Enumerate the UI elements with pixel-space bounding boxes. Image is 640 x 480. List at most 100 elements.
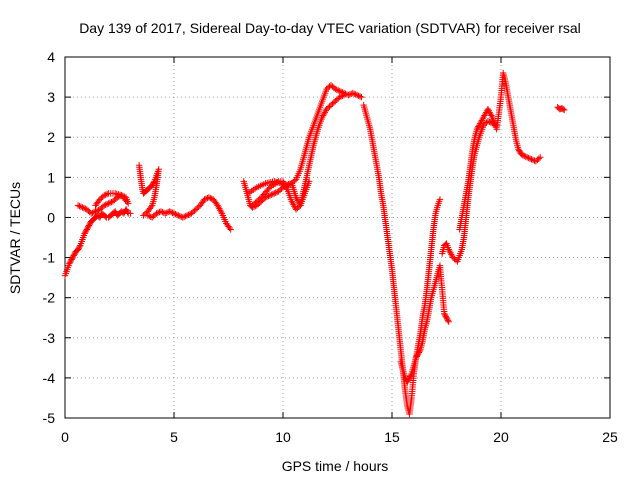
data-point: [252, 199, 259, 206]
data-point: [559, 105, 567, 113]
y-tick-label: -5: [43, 410, 56, 426]
chart-title: Day 139 of 2017, Sidereal Day-to-day VTE…: [79, 20, 581, 36]
data-point: [217, 208, 225, 216]
data-point: [288, 198, 295, 205]
data-point: [436, 196, 444, 203]
data-point: [105, 200, 112, 207]
data-point: [356, 93, 364, 100]
data-point: [327, 81, 335, 89]
data-point: [86, 220, 93, 228]
data-point: [449, 254, 457, 261]
data-point: [537, 154, 544, 161]
y-tick-label: 0: [47, 209, 55, 225]
data-point: [205, 194, 213, 201]
data-point: [263, 193, 271, 200]
data-point: [319, 113, 326, 121]
data-point: [445, 318, 452, 325]
data-point: [255, 196, 262, 204]
data-point: [340, 91, 348, 99]
axis-ticks: 0 5 10 15 20 25 -5 -4 -3 -2 -1 0 1 2 3 4: [43, 49, 618, 445]
data-point: [103, 190, 111, 198]
data-point: [162, 210, 169, 217]
data-point: [349, 89, 356, 97]
y-tick-label: 2: [47, 129, 55, 145]
y-axis-label: SDTVAR / TECUs: [7, 182, 23, 294]
data-point: [333, 96, 340, 103]
data-point: [125, 200, 132, 207]
data-point: [192, 206, 199, 213]
data-point: [68, 256, 75, 263]
data-point: [250, 200, 258, 208]
data-point: [521, 152, 528, 160]
data-point: [561, 106, 568, 114]
data-point: [487, 110, 494, 118]
data-point: [149, 214, 156, 221]
data-point: [292, 206, 300, 213]
data-point: [276, 186, 284, 194]
data-point: [404, 377, 412, 384]
data-point: [180, 213, 188, 220]
data-point: [85, 223, 92, 231]
data-point: [103, 200, 111, 208]
data-point: [355, 92, 362, 99]
data-point: [442, 313, 449, 320]
data-point: [327, 101, 335, 109]
data-point: [214, 202, 221, 209]
data-point: [121, 195, 128, 202]
data-point: [87, 210, 95, 217]
data-point: [535, 155, 542, 162]
data-point: [323, 85, 330, 93]
data-point: [473, 126, 481, 133]
data-point: [189, 208, 197, 216]
y-tick-label: 1: [47, 169, 55, 185]
data-point: [157, 208, 165, 215]
data-point: [486, 109, 493, 116]
data-point: [67, 257, 75, 265]
data-point: [332, 85, 339, 93]
data-point: [76, 202, 83, 210]
data-point: [266, 192, 274, 199]
data-point: [93, 207, 101, 214]
data-point: [323, 105, 330, 113]
data-point: [80, 204, 88, 212]
data-point: [170, 210, 178, 217]
data-point: [475, 123, 482, 130]
data-point: [74, 246, 82, 253]
data-point: [444, 317, 452, 324]
data-point: [98, 204, 105, 212]
grid: [65, 57, 610, 418]
data-point: [256, 195, 263, 202]
data-point: [484, 105, 492, 113]
x-tick-label: 15: [384, 429, 400, 445]
data-point: [169, 209, 176, 216]
data-point: [182, 212, 189, 220]
data-point: [83, 206, 90, 213]
data-point: [446, 247, 453, 255]
data-point: [188, 210, 195, 217]
data-point: [216, 205, 223, 212]
data-point: [335, 87, 342, 94]
data-point: [269, 190, 277, 198]
data-point: [66, 260, 73, 267]
data-point: [96, 206, 104, 213]
data-point: [519, 152, 526, 159]
data-point: [406, 374, 413, 382]
data-point: [488, 112, 495, 119]
data-point: [478, 117, 486, 124]
x-tick-label: 20: [493, 429, 509, 445]
data-point: [191, 207, 198, 214]
data-point: [413, 353, 420, 360]
data-point: [82, 227, 90, 235]
data-point: [153, 210, 160, 217]
data-point: [414, 351, 421, 359]
data-point: [215, 203, 222, 211]
data-point: [339, 92, 346, 99]
data-point: [406, 373, 414, 380]
data-point: [71, 251, 78, 258]
data-point: [123, 207, 130, 214]
data-point: [484, 117, 492, 125]
data-points: [61, 69, 568, 418]
data-point: [159, 208, 166, 216]
y-tick-label: 4: [47, 49, 55, 65]
